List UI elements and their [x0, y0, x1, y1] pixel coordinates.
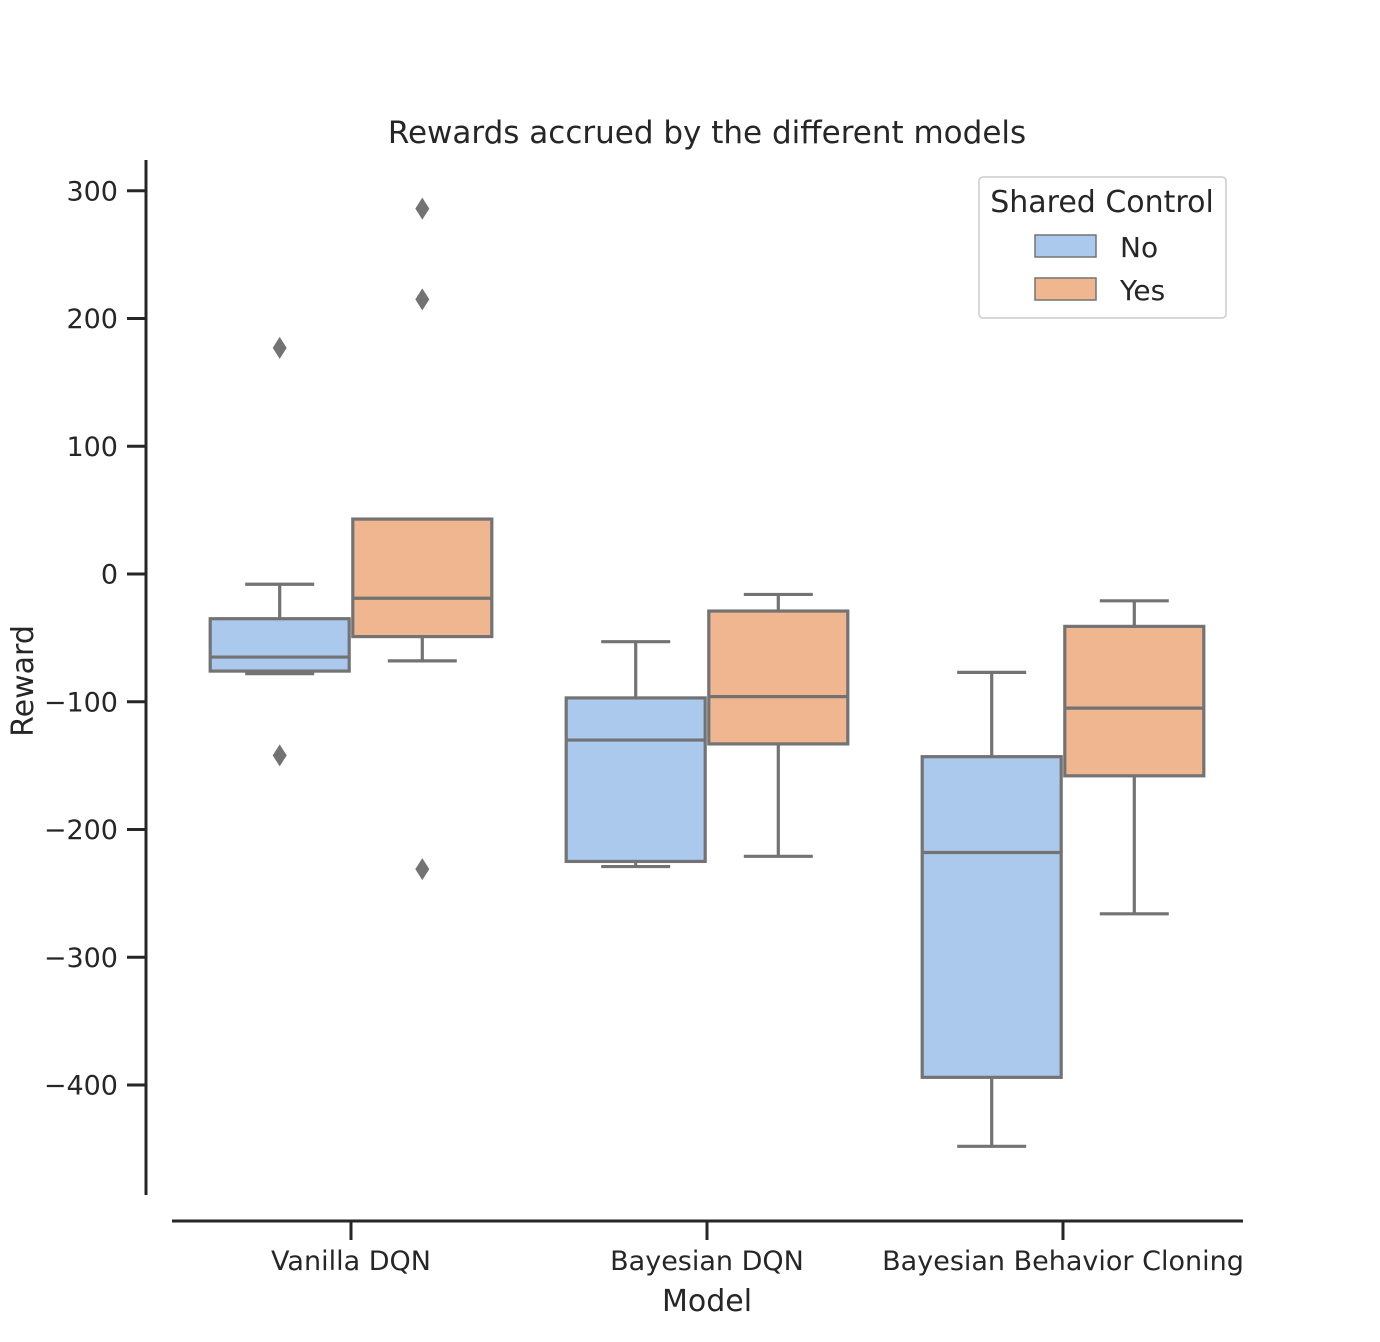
y-tick-label: 0	[101, 560, 118, 591]
legend-label-no: No	[1120, 231, 1158, 264]
y-tick-label: −200	[44, 815, 118, 846]
y-axis: 300 200 100 0 −100 −200 −300 −400	[44, 160, 148, 1195]
box-no-1	[564, 640, 707, 869]
box-iqr	[351, 517, 494, 639]
legend-title: Shared Control	[990, 185, 1214, 220]
legend-label-yes: Yes	[1119, 274, 1165, 307]
x-axis-label: Model	[662, 1284, 752, 1319]
outlier-point	[415, 288, 430, 311]
y-tick-label: 100	[66, 432, 118, 463]
outlier-point	[272, 336, 287, 359]
box-iqr	[920, 755, 1063, 1079]
y-tick-label: 300	[66, 176, 118, 207]
x-tick-label: Vanilla DQN	[271, 1246, 431, 1277]
x-tick-label: Bayesian Behavior Cloning	[882, 1246, 1244, 1277]
box-iqr	[564, 696, 707, 864]
y-tick-label: −400	[44, 1071, 118, 1102]
box-iqr	[707, 609, 850, 746]
x-axis: Vanilla DQN Bayesian DQN Bayesian Behavior…	[172, 1219, 1244, 1277]
y-tick-label: 200	[66, 304, 118, 335]
box-series-group	[208, 197, 1206, 1148]
y-tick-label: −100	[44, 687, 118, 718]
x-tick-label: Bayesian DQN	[610, 1246, 804, 1277]
y-axis-label: Reward	[6, 625, 41, 737]
box-yes-1	[707, 592, 850, 858]
legend: Shared Control No Yes	[978, 176, 1227, 319]
chart-title: Rewards accrued by the different models	[388, 115, 1026, 151]
box-no-0	[208, 336, 351, 767]
outlier-point	[272, 744, 287, 767]
box-yes-2	[1063, 599, 1206, 916]
outlier-point	[415, 197, 430, 220]
box-no-2	[920, 670, 1063, 1148]
box-yes-0	[351, 197, 494, 881]
legend-swatch-no	[1034, 234, 1097, 258]
outlier-point	[415, 858, 430, 881]
box-iqr	[1063, 624, 1206, 778]
legend-swatch-yes	[1034, 277, 1097, 301]
y-tick-label: −300	[44, 943, 118, 974]
box-iqr	[208, 617, 351, 673]
